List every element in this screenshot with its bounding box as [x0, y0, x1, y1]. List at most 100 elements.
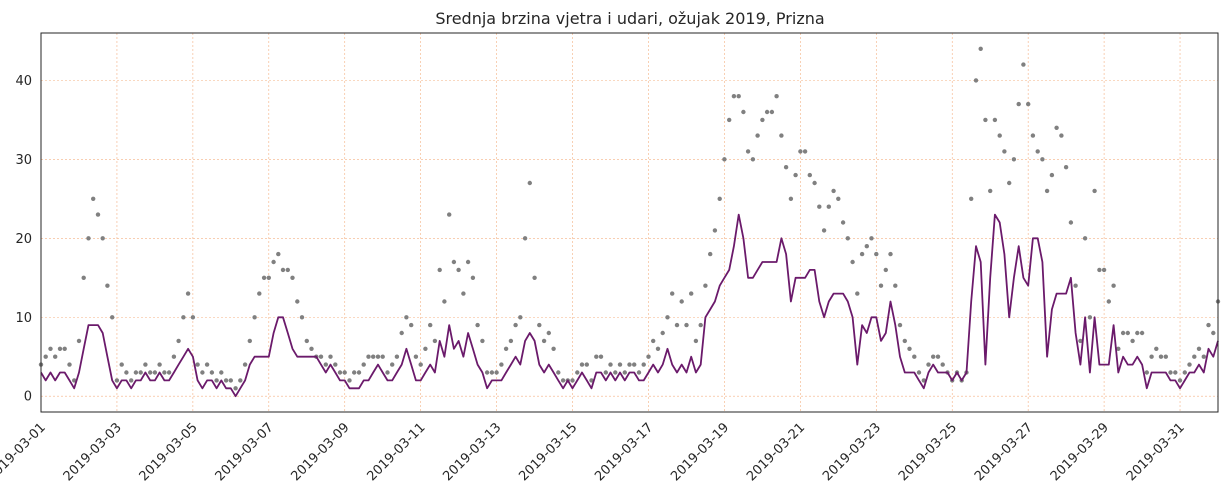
gust-point	[755, 133, 760, 138]
x-tick-label: 2019-03-23	[820, 420, 884, 484]
gust-point	[1130, 338, 1135, 344]
gust-point	[579, 362, 585, 367]
mean-series	[40, 213, 1219, 398]
gust-point	[931, 354, 936, 359]
gust-point	[589, 378, 594, 383]
x-tick-label: 2019-03-29	[1048, 420, 1112, 484]
gust-point	[1139, 330, 1145, 336]
gust-point	[598, 354, 604, 359]
gust-point	[238, 378, 243, 383]
gust-point	[793, 172, 798, 178]
gust-point	[1173, 370, 1178, 375]
x-tick-label: 2019-03-15	[516, 420, 580, 484]
gust-point	[352, 370, 357, 375]
gust-point	[252, 315, 257, 320]
gust-point	[902, 338, 907, 344]
gust-point	[337, 370, 343, 375]
gust-point	[1201, 354, 1207, 359]
gust-point	[708, 251, 713, 257]
gust-point	[807, 172, 812, 178]
gust-point	[470, 275, 476, 280]
gust-point	[712, 228, 718, 233]
gust-point	[1135, 330, 1140, 336]
gust-point	[874, 251, 879, 257]
gust-point	[527, 180, 532, 186]
gust-point	[53, 354, 58, 359]
gust-point	[1035, 149, 1040, 154]
gust-point	[166, 370, 172, 375]
gust-point	[347, 378, 352, 383]
gust-point	[342, 370, 347, 375]
gust-point	[62, 346, 67, 351]
gust-point	[722, 157, 727, 162]
gust-point	[366, 354, 371, 359]
gust-point	[636, 370, 642, 375]
gust-point	[185, 291, 191, 296]
gust-point	[684, 322, 689, 328]
gust-point	[992, 117, 998, 123]
gust-point	[893, 283, 898, 288]
x-axis: 2019-03-01 2019-03-03 2019-03-05 2019-03-07…	[0, 420, 1188, 484]
gust-point	[133, 370, 139, 375]
gust-point	[997, 133, 1002, 138]
gust-point	[380, 354, 385, 359]
gust-point	[428, 322, 433, 328]
gust-point	[157, 362, 162, 367]
gust-point	[204, 362, 210, 367]
gust-point	[304, 338, 309, 344]
gust-point	[760, 117, 765, 123]
gust-point	[1192, 354, 1197, 359]
gust-point	[328, 354, 333, 359]
y-axis: 0 10 20 30 40	[15, 74, 32, 405]
gust-point	[632, 362, 637, 367]
gust-point	[897, 322, 903, 328]
gust-point	[840, 220, 846, 225]
mean-line-path	[40, 213, 1219, 398]
x-tick-label: 2019-03-25	[896, 420, 960, 484]
gust-point	[95, 212, 101, 217]
gust-point	[1021, 62, 1026, 67]
gust-point	[1097, 267, 1102, 273]
gust-point	[148, 370, 153, 375]
gust-point	[907, 346, 912, 351]
gust-point	[489, 370, 495, 375]
gust-point	[1073, 283, 1078, 288]
x-tick-label: 2019-03-19	[668, 420, 732, 484]
gust-point	[81, 275, 86, 280]
gust-point	[456, 267, 461, 273]
gust-point	[124, 370, 129, 375]
gust-point	[689, 291, 694, 296]
gust-point	[831, 188, 836, 194]
gust-point	[1068, 220, 1074, 225]
chart-title: Srednja brzina vjetra i udari, ožujak 20…	[435, 9, 824, 28]
gust-point	[371, 354, 376, 359]
x-tick-label: 2019-03-21	[744, 420, 808, 484]
gust-point	[1049, 172, 1055, 178]
x-tick-label: 2019-03-11	[364, 420, 428, 484]
gust-point	[86, 236, 91, 241]
gust-point	[1040, 157, 1045, 162]
gust-point	[271, 259, 276, 265]
gust-point	[608, 362, 613, 367]
y-tick-label: 20	[15, 232, 32, 247]
gust-point	[670, 291, 675, 296]
gust-point	[988, 188, 993, 194]
gust-point	[575, 370, 580, 375]
gust-point	[556, 370, 561, 375]
gust-point	[1078, 338, 1083, 344]
gust-point	[560, 378, 566, 383]
gust-point	[1196, 346, 1202, 351]
gust-point	[717, 196, 722, 201]
gust-point	[584, 362, 589, 367]
gust-point	[641, 362, 646, 367]
plot-frame	[40, 32, 1219, 413]
gust-point	[940, 362, 945, 367]
gust-point	[451, 259, 457, 265]
gust-point	[57, 346, 63, 351]
gust-point	[1063, 165, 1069, 170]
gust-point	[802, 149, 808, 154]
gust-point	[219, 370, 224, 375]
gust-point	[261, 275, 267, 280]
gust-point	[280, 267, 286, 273]
gust-point	[788, 196, 794, 201]
